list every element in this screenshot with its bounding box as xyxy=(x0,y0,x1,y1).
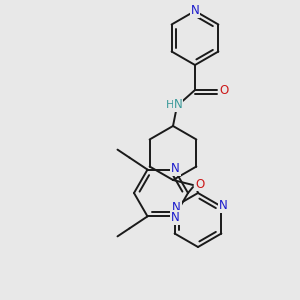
Text: N: N xyxy=(171,162,180,175)
Text: N: N xyxy=(190,4,200,17)
Text: N: N xyxy=(219,199,228,212)
Text: H: H xyxy=(166,100,174,110)
Text: O: O xyxy=(219,83,229,97)
Text: O: O xyxy=(195,178,205,190)
Text: N: N xyxy=(174,98,182,112)
Text: N: N xyxy=(171,211,180,224)
Text: N: N xyxy=(172,201,181,214)
